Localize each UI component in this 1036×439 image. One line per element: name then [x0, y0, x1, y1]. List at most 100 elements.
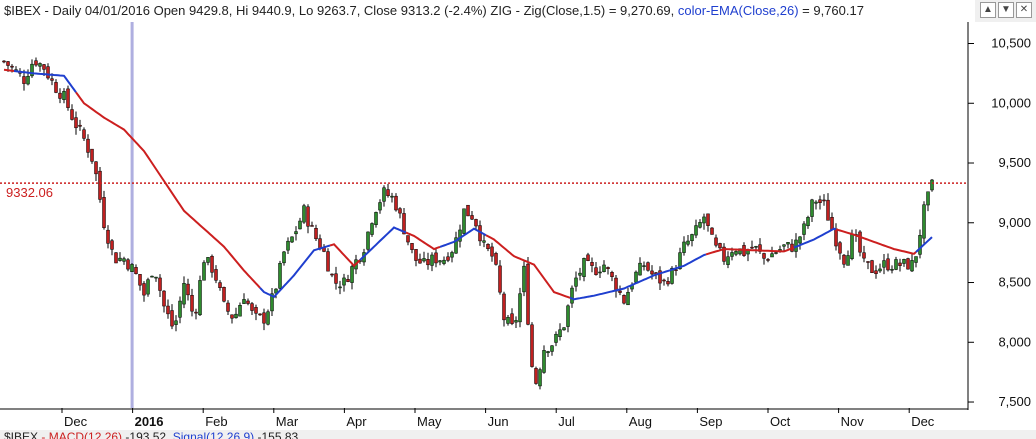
candle-body: [206, 257, 210, 263]
window-controls: ▲ ▼ ✕: [980, 2, 1036, 20]
candle-body: [494, 253, 498, 265]
candle-body: [606, 267, 610, 269]
candle-body: [410, 243, 414, 250]
candle-body: [550, 345, 554, 352]
candle-body: [306, 206, 310, 227]
x-ticks: Dec 2016 Feb Mar Apr May Jun Jul Aug Sep Oct Nov Dec: [61, 408, 935, 429]
ema-line: [3, 68, 933, 301]
x-tick-label: Dec: [911, 414, 935, 429]
x-tick-label: Dec: [64, 414, 88, 429]
candle-body: [894, 259, 898, 270]
candle-body: [6, 61, 10, 66]
candle-body: [10, 65, 14, 68]
candles: [2, 57, 934, 390]
candle-body: [182, 283, 186, 305]
down-icon[interactable]: ▼: [998, 2, 1014, 18]
candle-body: [386, 189, 390, 196]
candle-body: [54, 82, 58, 93]
y-tick-label: 10,000: [991, 95, 1031, 110]
candle-body: [198, 280, 202, 316]
x-tick-label: Mar: [276, 414, 299, 429]
candle-body: [390, 195, 394, 198]
candle-body: [566, 305, 570, 327]
ema-legend-value: = 9,760.17: [798, 3, 864, 18]
candle-body: [374, 212, 378, 225]
ema-segment-up: [359, 226, 407, 261]
candle-body: [474, 219, 478, 227]
candle-body: [338, 286, 342, 289]
candle-body: [674, 269, 678, 271]
candle-body: [922, 204, 926, 239]
ema-segment-down: [705, 246, 795, 256]
candle-body: [670, 267, 674, 284]
candle-body: [250, 303, 254, 311]
candle-body: [302, 205, 306, 223]
candle-body: [118, 257, 122, 261]
y-tick-label: 8,000: [998, 334, 1031, 349]
date-marker-band: [130, 22, 134, 408]
candle-body: [542, 350, 546, 373]
candle-body: [26, 75, 30, 85]
x-tick-label: Nov: [841, 414, 865, 429]
candle-body: [694, 225, 698, 236]
close-icon[interactable]: ✕: [1016, 2, 1032, 18]
candle-body: [626, 291, 630, 306]
candle-body: [602, 264, 606, 272]
date-marker: [130, 22, 134, 408]
candle-body: [298, 220, 302, 230]
ema-segment-up: [259, 244, 331, 299]
candle-body: [830, 217, 834, 230]
candle-body: [842, 254, 846, 265]
candle-body: [154, 276, 158, 279]
candle-body: [658, 270, 662, 284]
candle-body: [442, 259, 446, 264]
candle-body: [266, 311, 270, 325]
up-icon[interactable]: ▲: [980, 2, 996, 18]
signal-label: Signal(12,26,9): [172, 430, 255, 439]
ema-segment-down: [835, 228, 917, 255]
candle-body: [482, 240, 486, 243]
candle-body: [466, 204, 470, 217]
ema-segment-up: [569, 253, 707, 301]
candle-body: [462, 208, 466, 234]
candle-body: [870, 260, 874, 273]
candle-body: [194, 311, 198, 314]
price-chart[interactable]: 9332.06 10,500 10,000 9,500 9,000 8,500 8,000…: [0, 0, 1036, 430]
candle-body: [278, 263, 282, 289]
macd-value: -193.52,: [122, 430, 173, 439]
y-ticks: 10,500 10,000 9,500 9,000 8,500 8,000 7,500: [968, 36, 1031, 409]
candle-body: [114, 252, 118, 264]
candle-body: [510, 313, 514, 324]
candle-body: [806, 217, 810, 227]
candle-body: [458, 229, 462, 242]
candle-body: [214, 269, 218, 281]
reference-line: 9332.06: [0, 182, 968, 200]
candle-body: [454, 237, 458, 254]
candle-body: [686, 240, 690, 245]
candle-body: [2, 60, 6, 63]
candle-body: [346, 279, 350, 282]
candle-body: [826, 199, 830, 221]
candle-body: [554, 333, 558, 343]
x-tick-label: Oct: [770, 414, 791, 429]
candle-body: [74, 117, 78, 129]
candle-body: [146, 279, 150, 295]
ema-segment-down: [75, 91, 261, 289]
candle-body: [502, 293, 506, 321]
candle-body: [270, 293, 274, 312]
candle-body: [414, 249, 418, 261]
candle-body: [430, 254, 434, 266]
candle-body: [850, 234, 854, 259]
y-tick-label: 9,500: [998, 155, 1031, 170]
candle-body: [70, 109, 74, 120]
signal-value: -155.83: [254, 430, 299, 439]
candle-body: [378, 202, 382, 211]
candle-body: [138, 274, 142, 286]
ema-segment-up: [13, 70, 77, 93]
candle-body: [162, 290, 166, 307]
candle-body: [746, 250, 750, 255]
candle-body: [486, 243, 490, 250]
y-axis-area: [968, 22, 1036, 430]
candle-body: [522, 265, 526, 293]
candle-body: [666, 281, 670, 285]
